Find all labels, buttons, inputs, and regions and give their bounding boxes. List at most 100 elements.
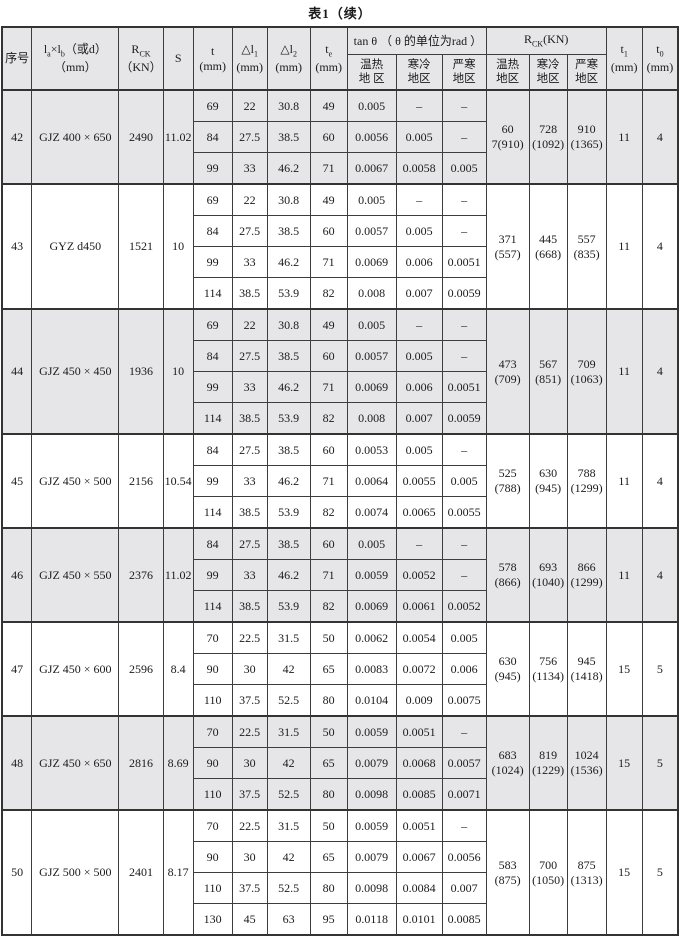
- table-row: 90 30 42 65 0.0083 0.0072 0.006: [2, 653, 678, 685]
- cell-delta-l1: 38.5: [231, 277, 268, 310]
- cell-t: 114: [192, 590, 233, 623]
- cell-tan-severe-cold: 0.0057: [441, 747, 487, 779]
- table-row: 47 GJZ 450 × 600 2596 8.4 70 22.5 31.5 50 0.0062…: [1, 621, 679, 717]
- cell-tan-warm: 0.0056: [346, 121, 397, 153]
- table-row: 43 GYZ d450 1521 10 69 22 30.8 49 0.005– –371 (55…: [1, 183, 679, 310]
- header-rck-kn-group: RCK(KN): [485, 26, 607, 55]
- cell-spec: GJZ 400 × 650: [31, 89, 120, 185]
- cell-tan-cold: 0.0085: [395, 778, 443, 811]
- cell-tan-cold: 0.005: [395, 215, 443, 247]
- cell-tan-warm: 0.0059: [346, 559, 397, 591]
- cell-tan-warm: 0.0098: [346, 778, 397, 811]
- cell-t: 99: [192, 152, 233, 185]
- cell-spec: GJZ 500 × 500: [31, 809, 120, 936]
- cell-t: 84: [192, 433, 233, 466]
- cell-tan-warm: 0.0069: [346, 371, 397, 403]
- cell-tan-severe-cold: –: [441, 183, 487, 216]
- cell-t1: 15: [605, 621, 643, 717]
- cell-tan-warm: 0.0059: [346, 715, 397, 748]
- cell-rck: 2376: [118, 527, 164, 623]
- cell-te: 95: [309, 903, 348, 936]
- header-t1: t1 (mm): [605, 26, 643, 91]
- cell-delta-l2: 42: [266, 747, 311, 779]
- table-body: 42 GJZ 400 × 650 2490 11.02 69 22 30.8 49 0.005–…: [1, 89, 679, 936]
- cell-delta-l2: 46.2: [266, 371, 311, 403]
- cell-tan-severe-cold: –: [441, 433, 487, 466]
- cell-rck: 2816: [118, 715, 164, 811]
- cell-spec: GJZ 450 × 500: [31, 433, 120, 529]
- cell-tan-cold: 0.0051: [395, 809, 443, 842]
- cell-rck: 1521: [118, 183, 164, 310]
- cell-tan-warm: 0.0053: [346, 433, 397, 466]
- cell-delta-l1: 27.5: [231, 433, 268, 466]
- cell-rck-severe-cold: 866 (1299): [566, 527, 607, 623]
- cell-delta-l1: 22.5: [231, 621, 268, 654]
- cell-t: 70: [192, 621, 233, 654]
- cell-rck-warm: 60 7(910): [485, 89, 530, 185]
- cell-tan-severe-cold: 0.005: [441, 152, 487, 185]
- cell-delta-l1: 33: [231, 371, 268, 403]
- cell-tan-warm: 0.0057: [346, 215, 397, 247]
- cell-rck-warm: 473 (709): [485, 308, 530, 435]
- cell-tan-warm: 0.0104: [346, 684, 397, 717]
- cell-t1: 15: [605, 809, 643, 936]
- cell-tan-warm: 0.0079: [346, 747, 397, 779]
- cell-delta-l1: 27.5: [231, 121, 268, 153]
- cell-rck: 2490: [118, 89, 164, 185]
- cell-serial-no: 45: [1, 433, 33, 529]
- cell-te: 82: [309, 590, 348, 623]
- cell-te: 71: [309, 371, 348, 403]
- table-row: 110 37.5 52.5 80 0.0098 0.0084 0.007: [2, 872, 678, 904]
- cell-rck-warm: 630 (945): [485, 621, 530, 717]
- table-row: 114 38.5 53.9 82 0.008 0.007 0.0059: [2, 277, 678, 310]
- cell-t: 69: [192, 183, 233, 216]
- cell-delta-l1: 37.5: [231, 778, 268, 811]
- cell-tan-cold: 0.0101: [395, 903, 443, 936]
- document-page: 表1（续） 序号 la×lb（或d） （mm） RCK （KN） S t (mm) △…: [0, 6, 680, 936]
- cell-te: 60: [309, 527, 348, 560]
- cell-t: 84: [192, 340, 233, 372]
- cell-tan-severe-cold: 0.0051: [441, 371, 487, 403]
- cell-spec: GYZ d450: [31, 183, 120, 310]
- cell-tan-severe-cold: 0.005: [441, 621, 487, 654]
- cell-t: 99: [192, 371, 233, 403]
- cell-s: 8.4: [162, 621, 194, 717]
- table-row: 99 33 46.2 71 0.0064 0.0055 0.005: [2, 465, 678, 497]
- cell-delta-l2: 30.8: [266, 308, 311, 341]
- cell-t: 114: [192, 496, 233, 529]
- header-spec: la×lb（或d） （mm）: [31, 26, 120, 91]
- header-t0: t0 (mm): [641, 26, 679, 91]
- cell-delta-l1: 37.5: [231, 684, 268, 717]
- cell-delta-l1: 33: [231, 152, 268, 185]
- cell-te: 65: [309, 841, 348, 873]
- cell-t: 69: [192, 308, 233, 341]
- cell-tan-severe-cold: 0.0071: [441, 778, 487, 811]
- cell-t: 90: [192, 841, 233, 873]
- cell-tan-cold: 0.007: [395, 277, 443, 310]
- cell-tan-cold: 0.006: [395, 246, 443, 278]
- cell-tan-severe-cold: –: [441, 715, 487, 748]
- cell-tan-warm: 0.005: [346, 89, 397, 122]
- cell-tan-cold: 0.0067: [395, 841, 443, 873]
- cell-te: 50: [309, 621, 348, 654]
- header-tan-cold-region: 寒冷 地区: [395, 54, 443, 91]
- header-t: t (mm): [192, 26, 233, 91]
- cell-delta-l1: 22.5: [231, 809, 268, 842]
- cell-tan-cold: 0.009: [395, 684, 443, 717]
- cell-s: 11.02: [162, 89, 194, 185]
- table-row: 84 27.5 38.5 60 0.0056 0.005–: [2, 121, 678, 153]
- cell-te: 60: [309, 433, 348, 466]
- cell-t0: 5: [641, 809, 679, 936]
- header-serial-no: 序号: [1, 26, 33, 91]
- cell-t1: 11: [605, 308, 643, 435]
- cell-t1: 11: [605, 183, 643, 310]
- cell-tan-severe-cold: 0.0059: [441, 277, 487, 310]
- header-rck: RCK （KN）: [118, 26, 164, 91]
- cell-delta-l1: 37.5: [231, 872, 268, 904]
- cell-tan-severe-cold: –: [441, 340, 487, 372]
- cell-delta-l2: 52.5: [266, 778, 311, 811]
- header-tan-severe-cold-region: 严寒 地区: [441, 54, 487, 91]
- cell-rck-warm: 525 (788): [485, 433, 530, 529]
- header-rck-severe-cold-region: 严寒 地区: [566, 54, 607, 91]
- cell-delta-l1: 38.5: [231, 590, 268, 623]
